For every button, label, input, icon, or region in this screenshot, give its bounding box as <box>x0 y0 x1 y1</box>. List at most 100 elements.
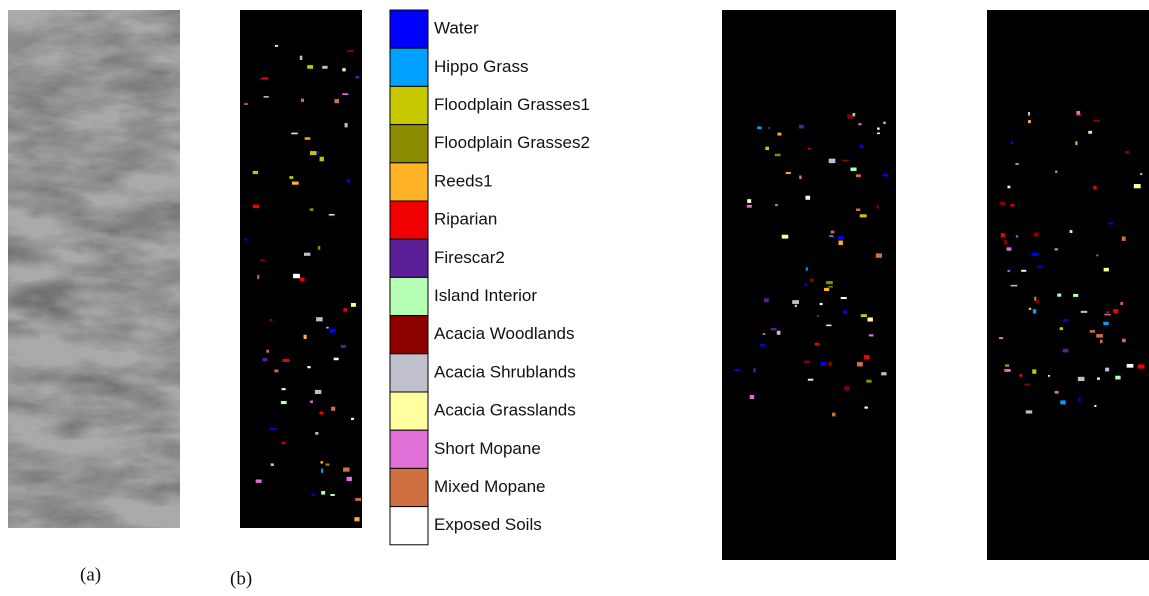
speckle <box>1138 364 1145 368</box>
speckle <box>260 259 265 261</box>
speckle <box>1004 240 1007 244</box>
speckle <box>300 56 303 60</box>
speckle <box>831 231 835 234</box>
speckle <box>330 494 334 496</box>
speckle <box>1055 391 1059 394</box>
speckle <box>292 182 299 185</box>
speckle <box>795 305 797 307</box>
speckle <box>334 358 339 361</box>
speckle <box>291 133 298 135</box>
speckle <box>1063 319 1068 322</box>
figure: WaterHippo GrassFloodplain Grasses1Flood… <box>0 0 1149 596</box>
speckle <box>999 337 1003 339</box>
legend-swatch <box>390 201 428 239</box>
speckle <box>1029 308 1031 310</box>
speckle <box>310 208 314 211</box>
speckle <box>244 103 248 105</box>
speckle <box>866 380 871 383</box>
speckle <box>1055 248 1058 250</box>
speckle <box>1125 151 1129 154</box>
speckle <box>1005 364 1009 367</box>
speckle <box>289 176 293 179</box>
speckle <box>282 442 286 444</box>
speckle <box>826 281 833 284</box>
speckle <box>316 317 323 321</box>
speckle <box>826 325 831 327</box>
speckle <box>1038 266 1043 268</box>
legend-swatch <box>390 86 428 124</box>
speckle <box>1008 186 1011 189</box>
speckle <box>1105 368 1109 372</box>
speckle <box>817 315 820 317</box>
speckle <box>883 174 888 177</box>
speckle <box>1004 369 1010 372</box>
speckle <box>1001 233 1005 237</box>
speckle <box>799 176 801 179</box>
speckle <box>857 362 863 366</box>
legend-swatch <box>390 239 428 277</box>
speckle <box>829 159 836 163</box>
legend-swatch <box>390 125 428 163</box>
legend-label: Mixed Mopane <box>434 477 546 496</box>
grey-texture <box>8 10 180 528</box>
speckle <box>245 238 247 240</box>
speckle <box>305 137 311 139</box>
speckle <box>1073 294 1078 297</box>
speckle <box>321 491 325 495</box>
speckle <box>867 317 872 321</box>
speckle <box>856 174 861 177</box>
speckle <box>860 145 863 148</box>
speckle <box>322 66 327 69</box>
speckle <box>842 160 848 162</box>
class-map-c <box>722 10 896 560</box>
speckle <box>877 205 879 209</box>
speckle <box>876 253 882 257</box>
speckle <box>806 267 808 270</box>
speckle <box>1036 300 1040 303</box>
speckle <box>1127 364 1134 368</box>
legend-label: Firescar2 <box>434 248 505 267</box>
speckle <box>850 168 856 172</box>
legend-label: Exposed Soils <box>434 515 542 534</box>
speckle <box>270 428 277 430</box>
legend-swatch <box>390 468 428 506</box>
speckle <box>257 275 259 279</box>
speckle <box>838 236 844 239</box>
speckle <box>858 123 861 125</box>
speckle <box>345 123 348 127</box>
speckle <box>1026 410 1032 413</box>
speckle <box>881 372 886 375</box>
speckle <box>869 334 874 336</box>
legend-label: Riparian <box>434 210 497 229</box>
legend-swatch <box>390 277 428 315</box>
speckle <box>354 517 359 521</box>
speckle <box>282 388 286 390</box>
speckle <box>764 298 769 302</box>
legend-swatch <box>390 430 428 468</box>
speckle <box>1096 254 1098 256</box>
speckle <box>281 401 287 404</box>
speckle <box>763 333 766 335</box>
speckle <box>775 204 778 206</box>
speckle <box>839 241 843 245</box>
speckle <box>315 390 321 394</box>
speckle <box>301 99 304 102</box>
speckle <box>1011 141 1013 144</box>
speckle <box>1024 383 1030 385</box>
speckle <box>351 303 356 307</box>
speckle <box>861 314 867 317</box>
speckle <box>1115 376 1120 380</box>
speckle <box>829 235 833 237</box>
speckle <box>847 114 853 118</box>
speckle <box>1032 369 1036 373</box>
legend-label: Floodplain Grasses1 <box>434 95 590 114</box>
speckle <box>318 246 320 250</box>
speckle <box>342 68 345 71</box>
speckle <box>828 362 831 366</box>
speckle <box>1007 270 1010 272</box>
speckle <box>1055 171 1057 173</box>
speckle <box>320 461 323 463</box>
panel-label: (a) <box>80 564 101 585</box>
panel-label: (b) <box>230 568 252 589</box>
speckle <box>1033 309 1036 313</box>
